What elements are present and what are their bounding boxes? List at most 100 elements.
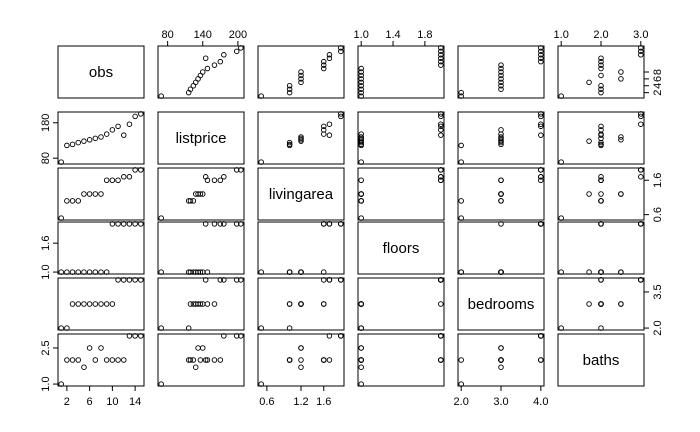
point-bedrooms-vs-obs-13 [126, 277, 133, 283]
point-livingarea-vs-baths-15 [638, 167, 644, 173]
point-livingarea-vs-obs-12 [121, 174, 127, 180]
point-listprice-vs-bedrooms-12 [538, 132, 544, 138]
point-baths-vs-livingarea-15 [338, 333, 344, 339]
point-bedrooms-vs-listprice-11 [217, 277, 224, 283]
point-floors-vs-bedrooms-2 [458, 269, 464, 275]
point-obs-vs-livingarea-8 [298, 69, 304, 75]
point-baths-vs-listprice-4 [190, 357, 197, 363]
point-listprice-vs-baths-12 [598, 132, 604, 138]
point-livingarea-vs-listprice-4 [190, 198, 197, 204]
panel-frame-baths-vs-baths [557, 333, 645, 387]
point-obs-vs-listprice-14 [233, 48, 240, 55]
point-bedrooms-vs-obs-10 [109, 301, 116, 307]
point-floors-vs-listprice-12 [202, 221, 209, 227]
left-tick-label-baths-1: 2.5 [40, 340, 52, 355]
bottom-tick-label-bedrooms-0: 2.0 [454, 396, 469, 408]
point-livingarea-vs-listprice-15 [238, 167, 244, 173]
point-listprice-vs-livingarea-4 [286, 139, 293, 146]
point-bedrooms-vs-livingarea-1 [258, 325, 264, 331]
point-obs-vs-floors-8 [358, 69, 364, 75]
point-obs-vs-floors-3 [358, 86, 364, 92]
point-floors-vs-listprice-13 [221, 221, 227, 227]
panel-frame-listprice-vs-floors [357, 111, 445, 165]
panel-frame-listprice-vs-bedrooms [457, 111, 545, 165]
point-floors-vs-obs-4 [75, 269, 81, 275]
point-listprice-vs-bedrooms-13 [538, 121, 544, 127]
point-obs-vs-listprice-10 [211, 62, 218, 68]
point-baths-vs-livingarea-4 [286, 357, 293, 363]
point-floors-vs-listprice-14 [233, 221, 240, 227]
left-tick-label-listprice-0: 80 [40, 152, 52, 164]
panel-frame-floors-vs-bedrooms [457, 221, 545, 275]
point-obs-vs-floors-7 [358, 72, 364, 79]
point-listprice-vs-obs-12 [121, 132, 127, 138]
point-obs-vs-livingarea-15 [338, 45, 344, 51]
point-livingarea-vs-baths-11 [598, 177, 604, 183]
point-livingarea-vs-obs-6 [86, 191, 93, 197]
variable-label-baths: baths [583, 352, 620, 369]
point-obs-vs-livingarea-9 [321, 65, 327, 72]
right-tick-label-obs-1: 4 [652, 83, 664, 89]
point-baths-vs-obs-7 [92, 357, 99, 363]
point-listprice-vs-floors-9 [358, 131, 364, 137]
point-obs-vs-baths-1 [558, 93, 564, 99]
point-listprice-vs-bedrooms-15 [538, 111, 544, 117]
panel-frame-listprice-vs-livingarea [257, 111, 345, 165]
point-baths-vs-listprice-8 [200, 345, 206, 351]
point-obs-vs-floors-13 [438, 52, 444, 58]
panel-frame-baths-vs-floors [357, 333, 445, 387]
point-floors-vs-listprice-9 [204, 269, 211, 275]
point-obs-vs-listprice-11 [217, 58, 224, 65]
point-obs-vs-floors-11 [438, 58, 444, 65]
point-obs-vs-baths-10 [598, 62, 604, 68]
point-floors-vs-listprice-3 [187, 269, 194, 275]
point-livingarea-vs-floors-4 [358, 198, 364, 204]
point-livingarea-vs-obs-7 [92, 191, 99, 197]
point-livingarea-vs-bedrooms-11 [538, 177, 544, 183]
left-tick-label-floors-1: 1.6 [40, 236, 52, 251]
point-obs-vs-bedrooms-6 [498, 76, 504, 82]
point-livingarea-vs-baths-13 [638, 174, 644, 180]
point-obs-vs-baths-7 [598, 72, 604, 79]
point-bedrooms-vs-obs-5 [81, 301, 87, 307]
point-listprice-vs-bedrooms-1 [458, 159, 464, 165]
point-baths-vs-floors-5 [358, 364, 364, 370]
point-obs-vs-livingarea-7 [298, 72, 304, 79]
point-obs-vs-floors-2 [358, 89, 364, 96]
point-listprice-vs-obs-7 [92, 135, 99, 142]
point-listprice-vs-livingarea-1 [258, 159, 264, 165]
point-bedrooms-vs-listprice-14 [233, 277, 240, 283]
point-obs-vs-livingarea-11 [321, 58, 327, 65]
point-listprice-vs-baths-8 [618, 134, 624, 140]
panel-frame-baths-vs-bedrooms [457, 333, 545, 387]
point-baths-vs-listprice-6 [195, 345, 201, 351]
point-listprice-vs-obs-9 [103, 131, 110, 137]
point-floors-vs-bedrooms-15 [538, 221, 544, 227]
top-tick-label-listprice-1: 140 [194, 29, 212, 41]
point-floors-vs-baths-12 [598, 221, 604, 227]
point-listprice-vs-obs-11 [115, 123, 121, 130]
point-baths-vs-obs-9 [103, 357, 110, 363]
point-listprice-vs-obs-1 [58, 159, 64, 165]
point-listprice-vs-livingarea-14 [338, 113, 344, 120]
point-floors-vs-livingarea-8 [298, 269, 304, 275]
bottom-tick-label-livingarea-0: 0.6 [259, 396, 274, 408]
point-baths-vs-obs-4 [75, 357, 81, 363]
point-bedrooms-vs-livingarea-11 [321, 277, 327, 283]
point-bedrooms-vs-listprice-1 [158, 325, 164, 331]
point-obs-vs-listprice-3 [187, 86, 194, 92]
top-tick-label-baths-0: 1.0 [554, 29, 569, 41]
point-obs-vs-baths-2 [598, 89, 604, 96]
point-floors-vs-livingarea-9 [321, 269, 327, 275]
point-floors-vs-baths-8 [618, 269, 624, 275]
point-obs-vs-baths-3 [598, 86, 604, 92]
point-baths-vs-livingarea-11 [321, 357, 327, 363]
point-listprice-vs-baths-10 [598, 127, 604, 133]
point-listprice-vs-obs-14 [132, 113, 138, 120]
point-obs-vs-floors-4 [358, 83, 364, 89]
point-baths-vs-floors-8 [358, 345, 364, 351]
point-bedrooms-vs-listprice-3 [187, 301, 194, 307]
point-bedrooms-vs-listprice-2 [185, 325, 192, 331]
point-bedrooms-vs-floors-10 [438, 301, 444, 307]
point-obs-vs-bedrooms-8 [498, 69, 504, 75]
